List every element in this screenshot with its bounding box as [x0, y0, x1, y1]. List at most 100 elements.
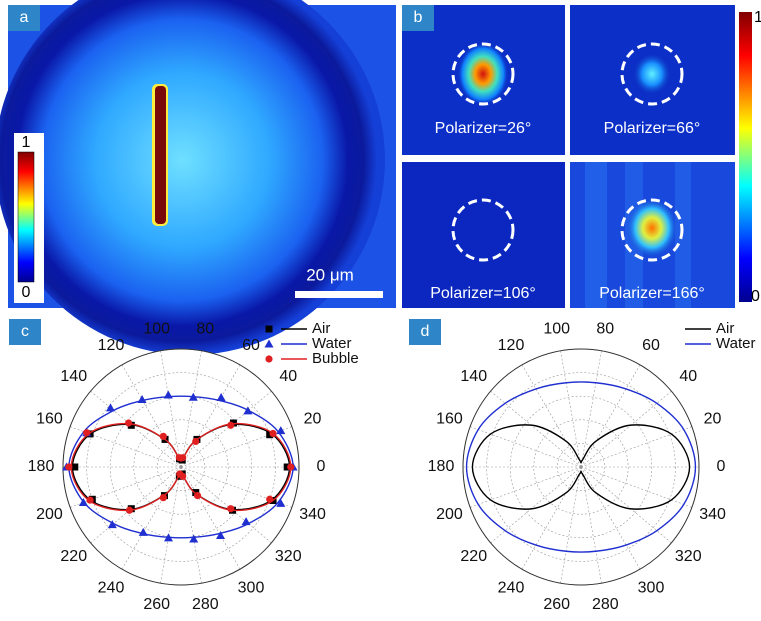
grid-circle	[133, 419, 229, 515]
roi	[451, 198, 515, 262]
theta-tick-label: 60	[642, 337, 660, 354]
fringe	[585, 162, 607, 308]
theta-tick-label: 120	[498, 337, 525, 354]
subpanel-label: Polarizer=26°	[435, 120, 532, 137]
roi	[620, 42, 684, 106]
marker	[124, 419, 133, 427]
theta-tick-label: 160	[436, 410, 463, 427]
theta-tick-label: 140	[60, 368, 87, 385]
grid-circle	[86, 372, 276, 562]
label-box	[8, 5, 40, 31]
theta-tick-label: 240	[98, 579, 125, 596]
marker	[227, 505, 235, 513]
theta-tick-label: 180	[28, 458, 55, 475]
marker	[164, 533, 174, 542]
theta-tick-label: 180	[428, 458, 455, 475]
marker	[65, 463, 73, 471]
series-line	[465, 381, 697, 553]
legend-label: Air	[716, 320, 734, 337]
grid-circle	[509, 395, 653, 539]
panel-label: a	[20, 9, 29, 26]
label-box	[402, 5, 434, 31]
theta-tick-label: 240	[498, 579, 525, 596]
marker	[216, 530, 226, 539]
theta-tick-label: 40	[279, 368, 297, 385]
spot	[626, 198, 678, 258]
theta-tick-label: 340	[299, 506, 326, 523]
scale-bar	[295, 291, 383, 298]
subpanel-label: Polarizer=66°	[604, 120, 701, 137]
colorbar-min: 0	[22, 284, 31, 301]
marker	[188, 392, 198, 401]
panel-label: b	[414, 9, 423, 26]
outer-ring	[462, 348, 700, 586]
theta-tick-label: 20	[704, 410, 722, 427]
spot	[457, 42, 509, 106]
marker	[276, 498, 286, 507]
theta-tick-label: 320	[275, 548, 302, 565]
theta-tick-label: 320	[675, 548, 702, 565]
marker	[175, 454, 183, 462]
panel-label: d	[421, 323, 430, 340]
roi	[451, 42, 515, 106]
theta-tick-label: 60	[242, 337, 260, 354]
theta-tick-label: 100	[543, 320, 570, 337]
theta-tick-label: 80	[596, 320, 614, 337]
grid-circle	[533, 419, 629, 515]
theta-tick-label: 120	[98, 337, 125, 354]
marker	[159, 494, 167, 502]
theta-tick-label: 80	[196, 320, 214, 337]
theta-tick-label: 40	[679, 368, 697, 385]
grid-circle	[486, 372, 676, 562]
marker	[105, 403, 115, 412]
polar-chart: 0 20 40 60 80 100 120 140 160 180 200 220 240 260 280 3…	[409, 319, 755, 613]
theta-tick-label: 0	[717, 458, 726, 475]
theta-tick-label: 100	[143, 320, 170, 337]
colorbar-max: 1	[754, 9, 761, 26]
theta-tick-label: 280	[192, 596, 219, 613]
marker	[192, 437, 200, 446]
marker	[269, 429, 277, 438]
outer-ring	[62, 348, 300, 586]
marker	[276, 426, 286, 435]
panel-a: a 1 0 20 μm	[0, 0, 396, 355]
theta-tick-label: 260	[543, 596, 570, 613]
series-line	[471, 424, 691, 510]
subimage	[402, 162, 565, 308]
marker	[266, 495, 274, 503]
theta-tick-label: 340	[699, 506, 726, 523]
marker	[159, 432, 167, 440]
colorbar	[739, 12, 752, 302]
theta-tick-label: 20	[304, 410, 322, 427]
theta-tick-label: 280	[592, 596, 619, 613]
marker	[264, 339, 274, 348]
colorbar-min: 0	[751, 288, 760, 305]
theta-tick-label: 200	[436, 506, 463, 523]
legend-label: Water	[716, 335, 755, 352]
subpanel-label: Polarizer=166°	[599, 285, 705, 302]
marker	[83, 429, 91, 437]
theta-tick-label: 220	[60, 548, 87, 565]
scale-bar-label: 20 μm	[306, 265, 354, 284]
marker	[107, 520, 117, 529]
theta-tick-label: 140	[460, 368, 487, 385]
theta-tick-label: 160	[36, 410, 63, 427]
legend-label: Water	[312, 335, 351, 352]
beam	[0, 0, 385, 355]
marker	[137, 395, 147, 404]
marker	[78, 498, 88, 507]
grid-circle	[157, 443, 205, 491]
label-box	[409, 319, 441, 345]
marker	[265, 355, 273, 363]
marker	[265, 325, 273, 333]
theta-tick-label: 300	[238, 579, 265, 596]
polar-chart: 0 20 40 60 80 100 120 140 160 180 200 220 240 260 280 3…	[9, 319, 359, 613]
theta-tick-label: 0	[317, 458, 326, 475]
legend-label: Bubble	[312, 350, 359, 367]
marker	[163, 390, 173, 399]
marker	[179, 472, 187, 480]
roi	[620, 198, 684, 262]
